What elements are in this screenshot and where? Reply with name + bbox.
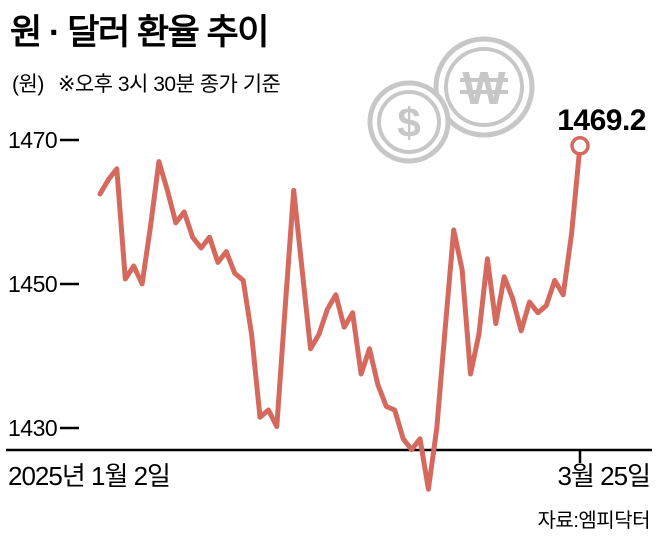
dollar-coin-icon: $: [367, 80, 451, 164]
price-line: [97, 143, 583, 492]
chart-title: 원 · 달러 환율 추이: [10, 13, 269, 52]
won-coin-letter: W: [462, 62, 506, 114]
y-axis-ticks: [60, 138, 79, 430]
end-point-marker: [570, 136, 590, 156]
x-axis-end-label: 3월 25일: [557, 461, 651, 491]
dollar-coin-symbol: $: [397, 99, 420, 146]
x-axis-start-label: 2025년 1월 2일: [8, 461, 171, 491]
y-tick-label-1450: 1450: [8, 271, 58, 297]
x-axis-line: [6, 448, 652, 463]
unit-label: (원): [12, 73, 44, 96]
y-tick-label-1470: 1470: [8, 127, 58, 153]
won-coin-icon: W: [433, 36, 535, 138]
chart-subtitle: (원) ※오후 3시 30분 종가 기준: [12, 68, 281, 98]
y-tick-label-1430: 1430: [8, 415, 58, 441]
last-price-label: 1469.2: [557, 104, 646, 137]
source-credit: 자료:엠피닥터: [537, 510, 651, 532]
basis-note: ※오후 3시 30분 종가 기준: [57, 73, 281, 96]
